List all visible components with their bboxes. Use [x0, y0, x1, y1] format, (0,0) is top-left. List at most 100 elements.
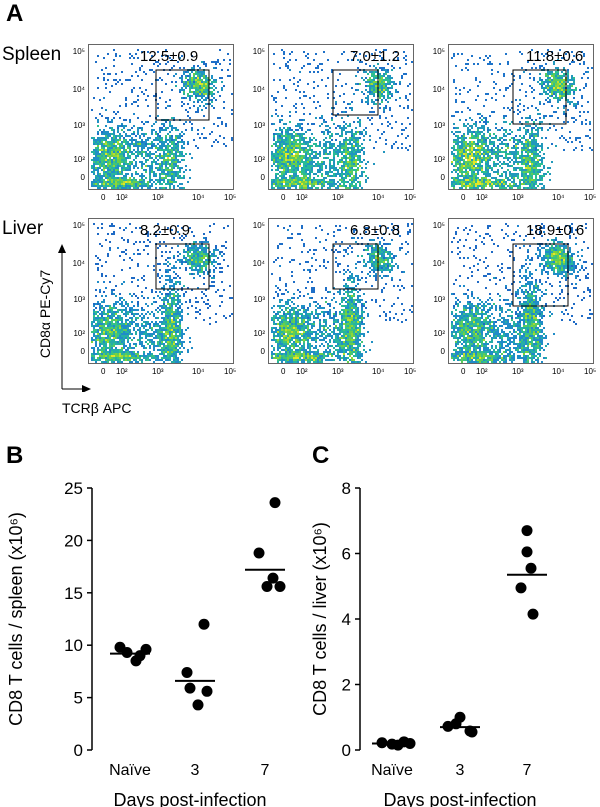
- density-cell: [381, 79, 383, 81]
- density-cell: [469, 161, 471, 163]
- density-cell: [551, 73, 553, 75]
- density-cell: [453, 157, 455, 159]
- density-cell: [491, 69, 493, 71]
- density-cell: [515, 161, 517, 163]
- density-cell: [301, 147, 303, 149]
- density-cell: [481, 131, 483, 133]
- density-cell: [97, 147, 99, 149]
- density-cell: [291, 155, 293, 157]
- density-cell: [301, 135, 303, 137]
- density-cell: [485, 121, 487, 123]
- density-cell: [507, 163, 509, 165]
- density-cell: [355, 187, 357, 189]
- density-cell: [481, 139, 483, 141]
- density-cell: [213, 81, 215, 83]
- density-cell: [143, 175, 145, 177]
- density-cell: [351, 145, 353, 147]
- density-cell: [543, 87, 545, 89]
- density-cell: [213, 61, 215, 63]
- density-cell: [125, 185, 127, 187]
- density-cell: [115, 313, 117, 315]
- density-cell: [283, 181, 285, 183]
- density-cell: [167, 153, 169, 155]
- density-cell: [525, 159, 527, 161]
- density-cell: [561, 77, 563, 79]
- density-cell: [539, 171, 541, 173]
- density-cell: [185, 165, 187, 167]
- density-cell: [305, 159, 307, 161]
- density-cell: [471, 185, 473, 187]
- density-cell: [383, 91, 385, 93]
- density-cell: [375, 77, 377, 79]
- density-cell: [127, 329, 129, 331]
- density-cell: [541, 163, 543, 165]
- density-cell: [529, 165, 531, 167]
- density-cell: [277, 141, 279, 143]
- density-cell: [185, 87, 187, 89]
- density-cell: [299, 127, 301, 129]
- density-cell: [181, 315, 183, 317]
- density-cell: [137, 105, 139, 107]
- density-cell: [167, 327, 169, 329]
- density-cell: [161, 313, 163, 315]
- density-cell: [129, 323, 131, 325]
- density-cell: [535, 169, 537, 171]
- density-cell: [91, 321, 93, 323]
- density-cell: [471, 55, 473, 57]
- density-cell: [573, 91, 575, 93]
- density-cell: [157, 317, 159, 319]
- density-cell: [99, 137, 101, 139]
- density-cell: [317, 165, 319, 167]
- density-cell: [487, 153, 489, 155]
- density-cell: [171, 149, 173, 151]
- density-cell: [161, 177, 163, 179]
- density-cell: [325, 177, 327, 179]
- density-cell: [273, 179, 275, 181]
- density-cell: [509, 161, 511, 163]
- density-cell: [151, 161, 153, 163]
- density-cell: [531, 131, 533, 133]
- density-cell: [535, 181, 537, 183]
- density-cell: [171, 181, 173, 183]
- density-cell: [93, 165, 95, 167]
- density-cell: [339, 167, 341, 169]
- density-cell: [331, 113, 333, 115]
- density-cell: [335, 183, 337, 185]
- density-cell: [361, 173, 363, 175]
- density-cell: [175, 159, 177, 161]
- density-cell: [315, 107, 317, 109]
- density-cell: [107, 329, 109, 331]
- density-cell: [375, 91, 377, 93]
- density-cell: [451, 163, 453, 165]
- density-cell: [295, 151, 297, 153]
- density-cell: [573, 121, 575, 123]
- density-cell: [169, 187, 171, 189]
- density-cell: [533, 185, 535, 187]
- density-cell: [97, 161, 99, 163]
- density-cell: [321, 183, 323, 185]
- density-cell: [95, 155, 97, 157]
- density-cell: [91, 353, 93, 355]
- density-cell: [167, 309, 169, 311]
- density-cell: [131, 55, 133, 57]
- density-cell: [351, 155, 353, 157]
- density-cell: [507, 157, 509, 159]
- density-cell: [485, 117, 487, 119]
- density-cell: [509, 133, 511, 135]
- density-cell: [405, 95, 407, 97]
- density-cell: [109, 163, 111, 165]
- density-cell: [361, 131, 363, 133]
- density-cell: [521, 117, 523, 119]
- density-cell: [173, 153, 175, 155]
- density-cell: [149, 175, 151, 177]
- density-cell: [275, 159, 277, 161]
- density-cell: [121, 323, 123, 325]
- density-cell: [115, 295, 117, 297]
- density-cell: [357, 163, 359, 165]
- density-cell: [531, 151, 533, 153]
- density-cell: [109, 311, 111, 313]
- density-cell: [547, 83, 549, 85]
- density-cell: [309, 145, 311, 147]
- density-cell: [173, 349, 175, 351]
- density-cell: [359, 165, 361, 167]
